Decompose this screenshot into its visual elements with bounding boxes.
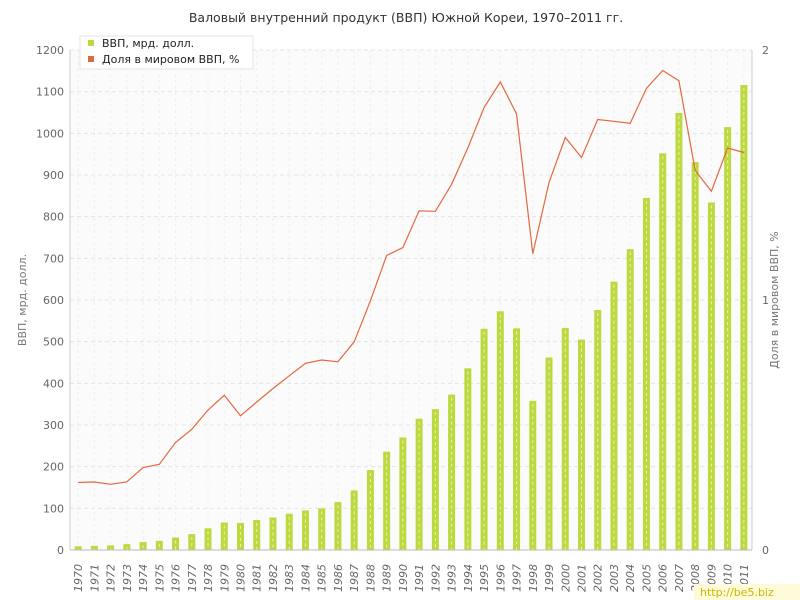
bar[interactable] (626, 249, 634, 550)
y-tick-label: 300 (43, 419, 64, 432)
x-tick-label: 1977 (186, 564, 199, 592)
watermark: http://be5.biz (700, 586, 774, 599)
x-tick-label: 1999 (543, 564, 556, 592)
x-tick-label: 1981 (251, 564, 264, 592)
x-tick-label: 2005 (640, 564, 653, 592)
bar[interactable] (513, 328, 521, 550)
x-tick-label: 2000 (559, 564, 572, 592)
y-tick-label: 900 (43, 169, 64, 182)
axes (69, 50, 753, 551)
y-tick-label: 1000 (36, 127, 64, 140)
bar[interactable] (90, 545, 98, 550)
x-tick-label: 1971 (88, 564, 101, 592)
x-tick-label: 1982 (267, 564, 280, 592)
x-tick-label: 1984 (299, 564, 312, 592)
y2-tick-label: 1 (762, 294, 769, 307)
x-tick-label: 1976 (170, 564, 183, 592)
bar[interactable] (642, 197, 650, 550)
bar[interactable] (724, 127, 732, 550)
x-tick-label: 1991 (413, 564, 426, 592)
bar[interactable] (529, 400, 537, 550)
x-tick-label: 1990 (397, 564, 410, 592)
x-tick-label: 1972 (105, 564, 118, 592)
y-axis-title: ВВП, мрд. долл. (16, 254, 29, 346)
bar[interactable] (285, 513, 293, 550)
x-tick-label: 1986 (332, 564, 345, 592)
y-tick-label: 0 (57, 544, 64, 557)
legend[interactable]: ВВП, мрд. долл. Доля в мировом ВВП, % (79, 35, 254, 70)
bar[interactable] (107, 545, 115, 550)
x-tick-label: 1970 (72, 564, 85, 592)
x-tick-label: 1993 (446, 564, 459, 592)
y-tick-label: 1100 (36, 86, 64, 99)
bar[interactable] (301, 510, 309, 550)
y-tick-label: 400 (43, 377, 64, 390)
watermark-bg (694, 584, 800, 600)
y2-axis-title: Доля в мировом ВВП, % (768, 231, 781, 368)
bar[interactable] (399, 437, 407, 551)
bar[interactable] (172, 537, 180, 551)
x-tick-label: 2001 (576, 564, 589, 592)
x-tick-label: 1997 (511, 564, 524, 592)
chart-title: Валовый внутренний продукт (ВВП) Южной К… (189, 10, 623, 25)
legend-label-share[interactable]: Доля в мировом ВВП, % (102, 53, 239, 66)
legend-label-gdp[interactable]: ВВП, мрд. долл. (102, 37, 194, 50)
y-tick-label: 200 (43, 461, 64, 474)
bar[interactable] (220, 522, 228, 551)
x-tick-label: 2006 (657, 564, 670, 592)
x-tick-label: 1974 (137, 564, 150, 592)
x-tick-label: 1983 (283, 564, 296, 592)
bar-series-gdp (74, 85, 748, 551)
bar[interactable] (318, 508, 326, 550)
bar[interactable] (188, 534, 196, 550)
y-tick-label: 600 (43, 294, 64, 307)
bar[interactable] (675, 112, 683, 551)
bar[interactable] (610, 281, 618, 550)
x-tick-label: 1978 (202, 564, 215, 592)
x-tick-label: 1995 (478, 564, 491, 592)
x-tick-label: 1987 (348, 564, 361, 592)
x-tick-label: 1988 (364, 564, 377, 592)
bar[interactable] (691, 162, 699, 551)
x-tick-label: 2002 (592, 564, 605, 592)
bar[interactable] (545, 357, 553, 551)
bar[interactable] (464, 368, 472, 550)
x-tick-label: 1992 (429, 564, 442, 592)
y-tick-label: 700 (43, 252, 64, 265)
legend-swatch-share (88, 56, 94, 62)
y2-tick-label: 2 (762, 44, 769, 57)
x-tick-label: 1994 (462, 564, 475, 592)
x-tick-label: 1998 (527, 564, 540, 592)
legend-box (79, 35, 254, 70)
bar[interactable] (383, 451, 391, 550)
x-tick-label: 1996 (494, 564, 507, 592)
y-tick-label: 1200 (36, 44, 64, 57)
x-tick-label: 1975 (153, 564, 166, 592)
y-tick-label: 800 (43, 211, 64, 224)
y-tick-label: 500 (43, 336, 64, 349)
x-tick-label: 2003 (608, 564, 621, 592)
x-tick-label: 2004 (624, 564, 637, 592)
bar[interactable] (237, 522, 244, 550)
x-tick-label: 1989 (381, 564, 394, 592)
bar[interactable] (480, 328, 488, 550)
legend-swatch-gdp (88, 40, 94, 46)
x-tick-label: 1973 (121, 564, 134, 592)
line-series-world-share (78, 69, 745, 485)
y2-tick-label: 0 (762, 544, 769, 557)
y-tick-label: 100 (43, 502, 64, 515)
bar[interactable] (659, 153, 667, 551)
x-tick-label: 2007 (673, 564, 686, 592)
x-tick-label: 1985 (316, 564, 329, 592)
bar[interactable] (74, 546, 82, 550)
x-tick-label: 1980 (235, 564, 248, 592)
x-tick-label: 1979 (218, 564, 231, 592)
tick-labels: 0100200300400500600700800900100011001200… (36, 44, 769, 592)
bar[interactable] (123, 544, 131, 550)
